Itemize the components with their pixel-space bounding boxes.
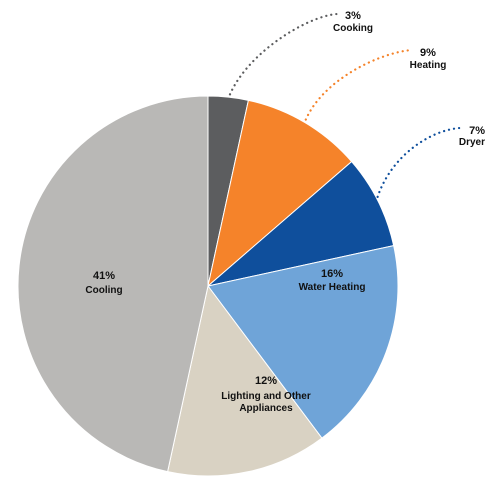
data-label-water-heating-name: Water Heating (299, 282, 366, 293)
data-label-heating-percent: 9% (420, 47, 436, 59)
data-label-cooling-percent: 41% (93, 270, 115, 282)
data-label-dryer-name: Dryer (459, 137, 485, 148)
data-label-dryer-percent: 7% (469, 125, 485, 137)
leader-line-dryer (375, 126, 462, 203)
data-label-lighting-name: Lighting and Other Appliances (221, 391, 311, 414)
leader-line-heating (302, 48, 414, 126)
pie-slice-dryer (207, 160, 395, 287)
leader-lines-layer (227, 12, 462, 203)
labels-layer: 3% Cooking 9% Heating 7% Dryer 16% Water… (85, 10, 485, 414)
data-label-heating-name: Heating (410, 60, 447, 71)
data-label-lighting-percent: 12% (255, 375, 277, 387)
pie-slice-cooling (17, 95, 209, 473)
slices-layer (17, 95, 399, 477)
leader-line-cooking (227, 12, 339, 101)
pie-slice-water-heating (207, 245, 399, 439)
pie-slice-heating (207, 99, 353, 288)
data-label-cooking-name: Cooking (333, 23, 373, 34)
data-label-cooling-name: Cooling (85, 285, 122, 296)
pie-slice-lighting-and-other-appliances (167, 284, 323, 477)
data-label-cooking-percent: 3% (345, 10, 361, 22)
data-label-water-heating-percent: 16% (321, 268, 343, 280)
